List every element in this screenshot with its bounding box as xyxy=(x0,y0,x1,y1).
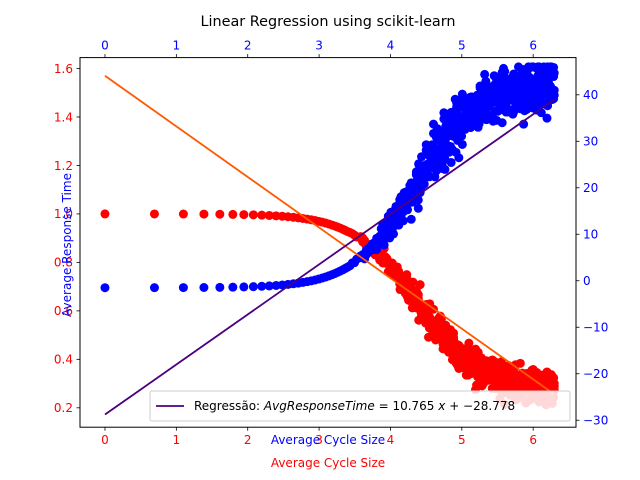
blue-point xyxy=(457,131,467,141)
blue-point xyxy=(413,203,423,213)
left-tick-label: 1.0 xyxy=(54,207,73,221)
blue-point xyxy=(413,195,423,205)
red-point xyxy=(257,210,267,220)
red-point xyxy=(248,210,258,220)
blue-point xyxy=(379,240,389,250)
x-axis-label-top: Average Cycle Size xyxy=(271,433,385,447)
legend-prefix: Regressão: xyxy=(194,399,264,413)
blue-point xyxy=(480,69,490,79)
y-axis-label: Average Response Time xyxy=(60,173,74,317)
blue-point xyxy=(500,67,510,77)
blue-point xyxy=(440,164,450,174)
red-point xyxy=(515,358,525,368)
blue-point xyxy=(406,214,416,224)
x-tick-label: 6 xyxy=(529,433,537,447)
blue-point xyxy=(264,281,274,291)
red-point xyxy=(415,280,425,290)
left-tick-label: 1.2 xyxy=(54,159,73,173)
legend: Regressão: AvgResponseTime = 10.765 x + … xyxy=(149,390,571,422)
blue-point xyxy=(178,283,188,293)
blue-point xyxy=(542,113,552,123)
red-point xyxy=(408,277,418,287)
red-point xyxy=(402,270,412,280)
right-tick-label: 30 xyxy=(583,135,598,149)
y-axis-left: 0.2 0.4 0.6 0.8 1.0 1.2 1.4 1.6 xyxy=(54,62,80,415)
left-tick-label: 1.4 xyxy=(54,110,73,124)
blue-point xyxy=(239,282,249,292)
legend-equals: = 10.765 xyxy=(375,399,439,413)
scatter-points xyxy=(100,62,559,410)
red-point xyxy=(464,338,474,348)
top-tick-label: 3 xyxy=(315,39,323,53)
regression-line xyxy=(104,98,556,416)
right-tick-label: −20 xyxy=(583,367,608,381)
legend-xvar: x xyxy=(437,399,446,413)
y-axis-right: −30 −20 −10 0 10 20 30 40 xyxy=(576,88,608,428)
legend-formula: AvgResponseTime xyxy=(263,399,375,413)
top-tick-label: 2 xyxy=(244,39,252,53)
top-tick-label: 6 xyxy=(529,39,537,53)
red-point xyxy=(199,209,209,219)
x-axis-bottom: 0 1 2 3 4 5 6 xyxy=(101,427,537,447)
red-point xyxy=(264,210,274,220)
red-point xyxy=(449,328,459,338)
blue-point xyxy=(215,282,225,292)
blue-point xyxy=(549,68,559,78)
x-tick-label: 3 xyxy=(315,433,323,447)
top-tick-label: 1 xyxy=(173,39,181,53)
x-axis-label-bottom: Average Cycle Size xyxy=(271,456,385,470)
blue-point xyxy=(446,157,456,167)
blue-point xyxy=(497,118,507,128)
legend-tail: + −28.778 xyxy=(445,399,515,413)
red-point xyxy=(228,209,238,219)
left-tick-label: 0.8 xyxy=(54,256,73,270)
top-tick-label: 4 xyxy=(387,39,395,53)
left-tick-label: 0.4 xyxy=(54,353,73,367)
blue-point xyxy=(149,283,159,293)
x-tick-label: 4 xyxy=(387,433,395,447)
blue-point xyxy=(248,282,258,292)
right-tick-label: −10 xyxy=(583,321,608,335)
blue-point xyxy=(100,283,110,293)
blue-point xyxy=(417,152,427,162)
right-tick-label: −30 xyxy=(583,414,608,428)
blue-point xyxy=(457,139,467,149)
x-tick-label: 1 xyxy=(173,433,181,447)
blue-point xyxy=(199,283,209,293)
right-tick-label: 10 xyxy=(583,228,598,242)
left-tick-label: 1.6 xyxy=(54,62,73,76)
blue-point xyxy=(257,281,267,291)
x-tick-label: 5 xyxy=(458,433,466,447)
response-trend-line xyxy=(104,75,556,396)
regression-lines xyxy=(104,75,556,416)
blue-point xyxy=(398,216,408,226)
right-tick-label: 20 xyxy=(583,181,598,195)
red-point xyxy=(215,209,225,219)
red-point xyxy=(239,210,249,220)
legend-label: Regressão: AvgResponseTime = 10.765 x + … xyxy=(194,399,515,413)
right-tick-label: 40 xyxy=(583,88,598,102)
legend-box xyxy=(149,390,571,422)
x-tick-label: 0 xyxy=(101,433,109,447)
left-tick-label: 0.6 xyxy=(54,304,73,318)
blue-point xyxy=(454,153,464,163)
top-tick-label: 0 xyxy=(101,39,109,53)
x-axis-top: 0 1 2 3 4 5 6 xyxy=(101,39,537,58)
red-point xyxy=(149,209,159,219)
x-tick-label: 2 xyxy=(244,433,252,447)
blue-point xyxy=(228,282,238,292)
right-tick-label: 0 xyxy=(583,274,591,288)
red-point xyxy=(178,209,188,219)
left-tick-label: 0.2 xyxy=(54,401,73,415)
red-point xyxy=(100,209,110,219)
chart-title: Linear Regression using scikit-learn xyxy=(200,14,455,30)
blue-point xyxy=(419,179,429,189)
top-tick-label: 5 xyxy=(458,39,466,53)
plot-frame xyxy=(79,57,577,428)
blue-point xyxy=(389,229,399,239)
blue-point xyxy=(549,85,559,95)
